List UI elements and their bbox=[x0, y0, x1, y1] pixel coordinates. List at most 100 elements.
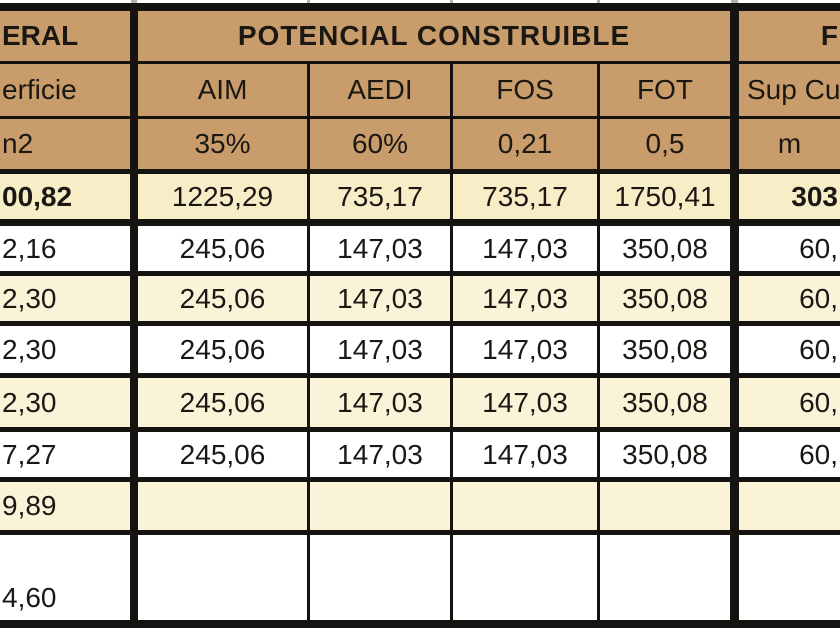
unit-sup-cubierta[interactable]: m bbox=[739, 119, 840, 169]
unit-superficie[interactable]: n2 bbox=[0, 119, 130, 169]
cell-aedi[interactable] bbox=[310, 482, 450, 530]
vertical-gridline bbox=[597, 119, 600, 169]
vertical-gridline bbox=[307, 482, 310, 530]
horizontal-gridline bbox=[0, 116, 840, 119]
vertical-gridline bbox=[130, 378, 138, 427]
gridline-tick bbox=[731, 0, 738, 3]
cell-fos[interactable] bbox=[453, 535, 597, 620]
table-row: 7,27 245,06 147,03 147,03 350,08 60, bbox=[0, 432, 840, 477]
cell-sup-cubierta[interactable]: 60, bbox=[739, 326, 840, 373]
vertical-gridline bbox=[450, 119, 453, 169]
cell-aedi[interactable]: 147,03 bbox=[310, 378, 450, 427]
cell-fos[interactable] bbox=[453, 482, 597, 530]
cell-sup-cubierta[interactable]: 60, bbox=[739, 432, 840, 477]
cell-sup-cubierta-total[interactable]: 303 bbox=[739, 174, 840, 219]
cell-superficie[interactable]: 2,16 bbox=[0, 226, 130, 271]
cell-fos-total[interactable]: 735,17 bbox=[453, 174, 597, 219]
cell-aim[interactable]: 245,06 bbox=[138, 226, 307, 271]
vertical-gridline bbox=[307, 432, 310, 477]
header-group-center[interactable]: POTENCIAL CONSTRUIBLE bbox=[138, 11, 730, 61]
cell-aedi[interactable] bbox=[310, 535, 450, 620]
cell-superficie[interactable]: 2,30 bbox=[0, 276, 130, 321]
cell-aim[interactable]: 245,06 bbox=[138, 326, 307, 373]
vertical-gridline bbox=[597, 174, 600, 219]
param-fot[interactable]: 0,5 bbox=[600, 119, 730, 169]
cell-sup-cubierta[interactable]: 60, bbox=[739, 276, 840, 321]
param-fos[interactable]: 0,21 bbox=[453, 119, 597, 169]
vertical-gridline bbox=[730, 378, 739, 427]
vertical-gridline bbox=[130, 119, 138, 169]
header-group-right[interactable]: F bbox=[739, 11, 840, 61]
top-strip bbox=[0, 0, 840, 3]
horizontal-gridline bbox=[0, 169, 840, 174]
header-group-left[interactable]: ERAL bbox=[0, 11, 130, 61]
header-superficie[interactable]: erficie bbox=[0, 64, 130, 116]
cell-aedi-total[interactable]: 735,17 bbox=[310, 174, 450, 219]
cell-superficie[interactable]: 4,60 bbox=[0, 535, 130, 620]
cell-superficie[interactable]: 2,30 bbox=[0, 326, 130, 373]
cell-sup-cubierta[interactable] bbox=[739, 482, 840, 530]
vertical-gridline bbox=[307, 174, 310, 219]
cell-aim[interactable] bbox=[138, 482, 307, 530]
cell-aim-total[interactable]: 1225,29 bbox=[138, 174, 307, 219]
table-row: 2,16 245,06 147,03 147,03 350,08 60, bbox=[0, 226, 840, 271]
cell-sup-cubierta[interactable] bbox=[739, 535, 840, 620]
vertical-gridline bbox=[130, 174, 138, 219]
vertical-gridline bbox=[597, 326, 600, 373]
cell-superficie[interactable]: 7,27 bbox=[0, 432, 130, 477]
cell-aedi[interactable]: 147,03 bbox=[310, 226, 450, 271]
cell-fos[interactable]: 147,03 bbox=[453, 276, 597, 321]
cell-sup-cubierta[interactable]: 60, bbox=[739, 226, 840, 271]
header-aim[interactable]: AIM bbox=[138, 64, 307, 116]
cell-fot-total[interactable]: 1750,41 bbox=[600, 174, 730, 219]
vertical-gridline bbox=[450, 432, 453, 477]
cell-fot[interactable]: 350,08 bbox=[600, 326, 730, 373]
table-bottom-border bbox=[0, 620, 840, 628]
cell-aim[interactable] bbox=[138, 535, 307, 620]
header-fos[interactable]: FOS bbox=[453, 64, 597, 116]
header-sup-cubierta[interactable]: Sup Cu bbox=[739, 64, 840, 116]
cell-superficie[interactable]: 2,30 bbox=[0, 378, 130, 427]
cell-fos[interactable]: 147,03 bbox=[453, 326, 597, 373]
cell-aedi[interactable]: 147,03 bbox=[310, 276, 450, 321]
bottom-strip bbox=[0, 628, 840, 630]
cell-fot[interactable]: 350,08 bbox=[600, 432, 730, 477]
vertical-gridline bbox=[450, 276, 453, 321]
vertical-gridline bbox=[730, 482, 739, 530]
horizontal-gridline bbox=[0, 271, 840, 276]
cell-aedi[interactable]: 147,03 bbox=[310, 432, 450, 477]
cell-sup-cubierta[interactable]: 60, bbox=[739, 378, 840, 427]
cell-fot[interactable]: 350,08 bbox=[600, 276, 730, 321]
cell-fot[interactable]: 350,08 bbox=[600, 226, 730, 271]
horizontal-gridline bbox=[0, 530, 840, 535]
cell-aim[interactable]: 245,06 bbox=[138, 276, 307, 321]
cell-fos[interactable]: 147,03 bbox=[453, 226, 597, 271]
cell-aedi[interactable]: 147,03 bbox=[310, 326, 450, 373]
header-aedi[interactable]: AEDI bbox=[310, 64, 450, 116]
cell-aim[interactable]: 245,06 bbox=[138, 378, 307, 427]
row-totals: 00,82 1225,29 735,17 735,17 1750,41 303 bbox=[0, 174, 840, 219]
param-aedi[interactable]: 60% bbox=[310, 119, 450, 169]
cell-fot[interactable] bbox=[600, 482, 730, 530]
cell-fot[interactable]: 350,08 bbox=[600, 378, 730, 427]
vertical-gridline bbox=[307, 378, 310, 427]
header-units-row: n2 35% 60% 0,21 0,5 m bbox=[0, 119, 840, 169]
gridline-tick bbox=[131, 0, 137, 3]
vertical-gridline bbox=[130, 482, 138, 530]
param-aim[interactable]: 35% bbox=[138, 119, 307, 169]
cell-aim[interactable]: 245,06 bbox=[138, 432, 307, 477]
vertical-gridline bbox=[450, 326, 453, 373]
cell-superficie-total[interactable]: 00,82 bbox=[0, 174, 130, 219]
gridline-tick bbox=[307, 0, 310, 3]
vertical-gridline bbox=[730, 326, 739, 373]
vertical-gridline bbox=[597, 535, 600, 620]
cell-fos[interactable]: 147,03 bbox=[453, 378, 597, 427]
vertical-gridline bbox=[130, 535, 138, 620]
cell-fot[interactable] bbox=[600, 535, 730, 620]
header-fot[interactable]: FOT bbox=[600, 64, 730, 116]
vertical-gridline bbox=[130, 64, 138, 116]
table-row: 9,89 bbox=[0, 482, 840, 530]
cell-superficie[interactable]: 9,89 bbox=[0, 482, 130, 530]
cell-fos[interactable]: 147,03 bbox=[453, 432, 597, 477]
